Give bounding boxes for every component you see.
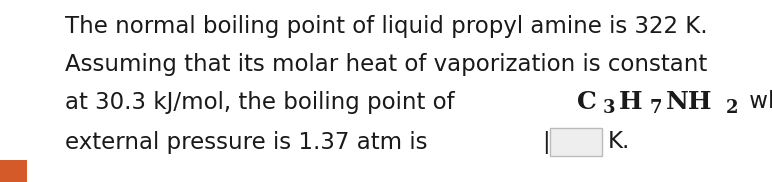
Text: H: H [619, 90, 642, 114]
Text: 2: 2 [726, 99, 738, 117]
Bar [550, 128, 602, 156]
Text: 3: 3 [603, 99, 615, 117]
Text: Assuming that its molar heat of vaporization is constant: Assuming that its molar heat of vaporiza… [65, 54, 707, 76]
Text: K.: K. [608, 130, 630, 153]
Text: at 30.3 kJ/mol, the boiling point of: at 30.3 kJ/mol, the boiling point of [65, 90, 462, 114]
Text: |: | [542, 130, 550, 153]
Text: C: C [577, 90, 597, 114]
Text: when the: when the [742, 90, 772, 114]
Text: NH: NH [665, 90, 712, 114]
Text: external pressure is 1.37 atm is: external pressure is 1.37 atm is [65, 130, 435, 153]
Text: The normal boiling point of liquid propyl amine is 322 K.: The normal boiling point of liquid propy… [65, 15, 708, 39]
Text: 7: 7 [649, 99, 662, 117]
